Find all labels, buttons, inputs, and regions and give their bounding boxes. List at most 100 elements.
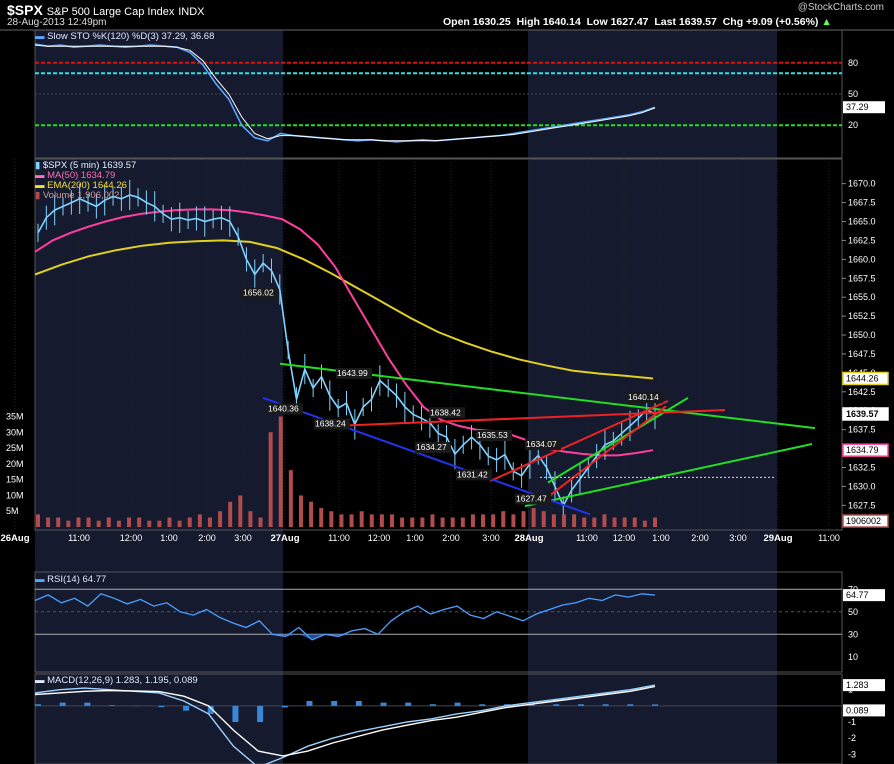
price-tick-label: 1665.0 <box>848 216 876 226</box>
volume-bar <box>511 514 516 527</box>
volume-tick-label: 35M <box>6 411 24 421</box>
time-tick-label: 27Aug <box>270 533 299 544</box>
volume-bar <box>46 517 51 527</box>
time-tick-label: 1:00 <box>652 533 670 543</box>
rsi-current-box <box>843 589 885 602</box>
volume-bar <box>410 517 415 527</box>
volume-bar <box>147 520 152 527</box>
price-tick-label: 1642.5 <box>848 387 876 397</box>
macd-marker-icon: ▬ <box>35 675 45 686</box>
price-annotation: 1635.53 <box>477 430 508 440</box>
price-annotation: 1638.42 <box>430 407 461 417</box>
symbol: $SPX <box>7 2 43 18</box>
sto-legend-text: Slow STO %K(120) %D(3) 37.29, 36.68 <box>47 31 215 42</box>
shaded-session-0 <box>35 30 283 764</box>
volume-bar <box>642 520 647 527</box>
volume-bar <box>86 517 91 527</box>
volume-bar <box>481 514 486 527</box>
current-value-text: 1644.26 <box>846 373 879 383</box>
chg-value: +9.09 (+0.56%) <box>746 16 819 28</box>
volume-bar <box>531 508 536 527</box>
macd-histogram-bar <box>429 704 436 706</box>
macd-histogram-bar <box>158 705 165 708</box>
macd-histogram-bar <box>183 705 190 711</box>
price-annotation: 1627.47 <box>516 494 547 504</box>
time-tick-label: 2:00 <box>442 533 460 543</box>
rsi-legend-text: RSI(14) 64.77 <box>47 574 107 585</box>
volume-bar <box>440 517 445 527</box>
volume-bar <box>379 514 384 527</box>
price-panel-frame <box>34 158 843 531</box>
trendline-red-lower <box>539 405 667 504</box>
sto-tick-label: 50 <box>848 89 858 99</box>
rsi-tick-label: 50 <box>848 607 858 617</box>
volume-bar <box>450 517 455 527</box>
price-tick-label: 1662.5 <box>848 235 876 245</box>
volume-tick-label: 10M <box>6 490 24 500</box>
up-arrow-icon: ▲ <box>821 16 832 28</box>
time-tick-label: 11:00 <box>576 533 598 543</box>
current-value-text: 1634.79 <box>846 445 879 455</box>
volume-bar <box>298 495 303 527</box>
brand-watermark: @StockCharts.com <box>797 2 884 13</box>
time-tick-label: 28Aug <box>514 533 543 544</box>
volume-bar <box>268 432 273 527</box>
price-annotation-box <box>336 367 372 379</box>
volume-bar <box>561 514 566 527</box>
price-annotation-box <box>242 287 278 299</box>
price-annotation: 1634.27 <box>416 442 447 452</box>
time-tick-label: 12:00 <box>120 533 143 543</box>
macd-histogram-bar <box>109 705 116 706</box>
rsi-panel-frame <box>34 571 843 673</box>
time-tick-label: 1:00 <box>160 533 178 543</box>
time-tick-label: 3:00 <box>482 533 500 543</box>
volume-bar <box>501 511 506 527</box>
last-value: 1639.57 <box>678 16 717 28</box>
volume-bar <box>622 517 627 527</box>
macd-histogram-bar <box>331 701 338 706</box>
volume-bar <box>96 520 101 527</box>
volume-tick-label: 30M <box>6 427 24 437</box>
ma50-marker-icon: ▬ <box>35 170 45 181</box>
legend-marker-icon: ▬ <box>35 31 45 42</box>
macd-tick-label: -2 <box>848 733 856 743</box>
volume-bar <box>572 514 577 527</box>
time-tick-label: 1:00 <box>406 533 424 543</box>
volume-bar <box>137 517 142 527</box>
time-tick-label: 11:00 <box>68 533 90 543</box>
macd-histogram-bar <box>553 704 560 706</box>
volume-marker-icon: ▮ <box>35 190 41 201</box>
current-value-tag <box>842 371 889 386</box>
volume-bar <box>309 501 314 527</box>
time-tick-label: 11:00 <box>818 533 840 543</box>
volume-bar <box>390 514 395 527</box>
macd-tick-label: -3 <box>848 749 856 759</box>
volume-bar <box>653 517 657 527</box>
ema200-legend: ▬ EMA(200) 1644.26 <box>35 180 127 191</box>
macd-panel-frame <box>34 673 843 764</box>
volume-bar <box>116 520 121 527</box>
high-value: 1640.14 <box>542 16 581 28</box>
time-tick-label: 26Aug <box>0 533 29 544</box>
current-value-text: 1906002 <box>846 516 881 526</box>
macd-current-box <box>843 704 885 717</box>
macd-histogram-bar <box>232 705 239 722</box>
price-legend: ▮ $SPX (5 min) 1639.57 <box>35 160 136 171</box>
time-tick-label: 12:00 <box>613 533 636 543</box>
sto-current-label: 37.29 <box>846 102 869 112</box>
time-tick-label: 12:00 <box>368 533 391 543</box>
volume-bar <box>238 495 243 527</box>
volume-tick-label: 20M <box>6 459 24 469</box>
volume-bar <box>369 514 374 527</box>
macd-current-label: 1.283 <box>846 680 869 690</box>
price-tick-label: 1650.0 <box>848 330 876 340</box>
candle-legend-icon: ▮ <box>35 160 41 171</box>
price-annotation-box <box>267 403 303 415</box>
price-tick-label: 1667.5 <box>848 198 876 208</box>
gridlines <box>0 29 894 764</box>
symbol-name: S&P 500 Large Cap Index <box>46 6 175 18</box>
macd-tick-label: -1 <box>848 717 856 727</box>
volume-bar <box>228 501 233 527</box>
price-annotation: 1643.99 <box>337 368 368 378</box>
